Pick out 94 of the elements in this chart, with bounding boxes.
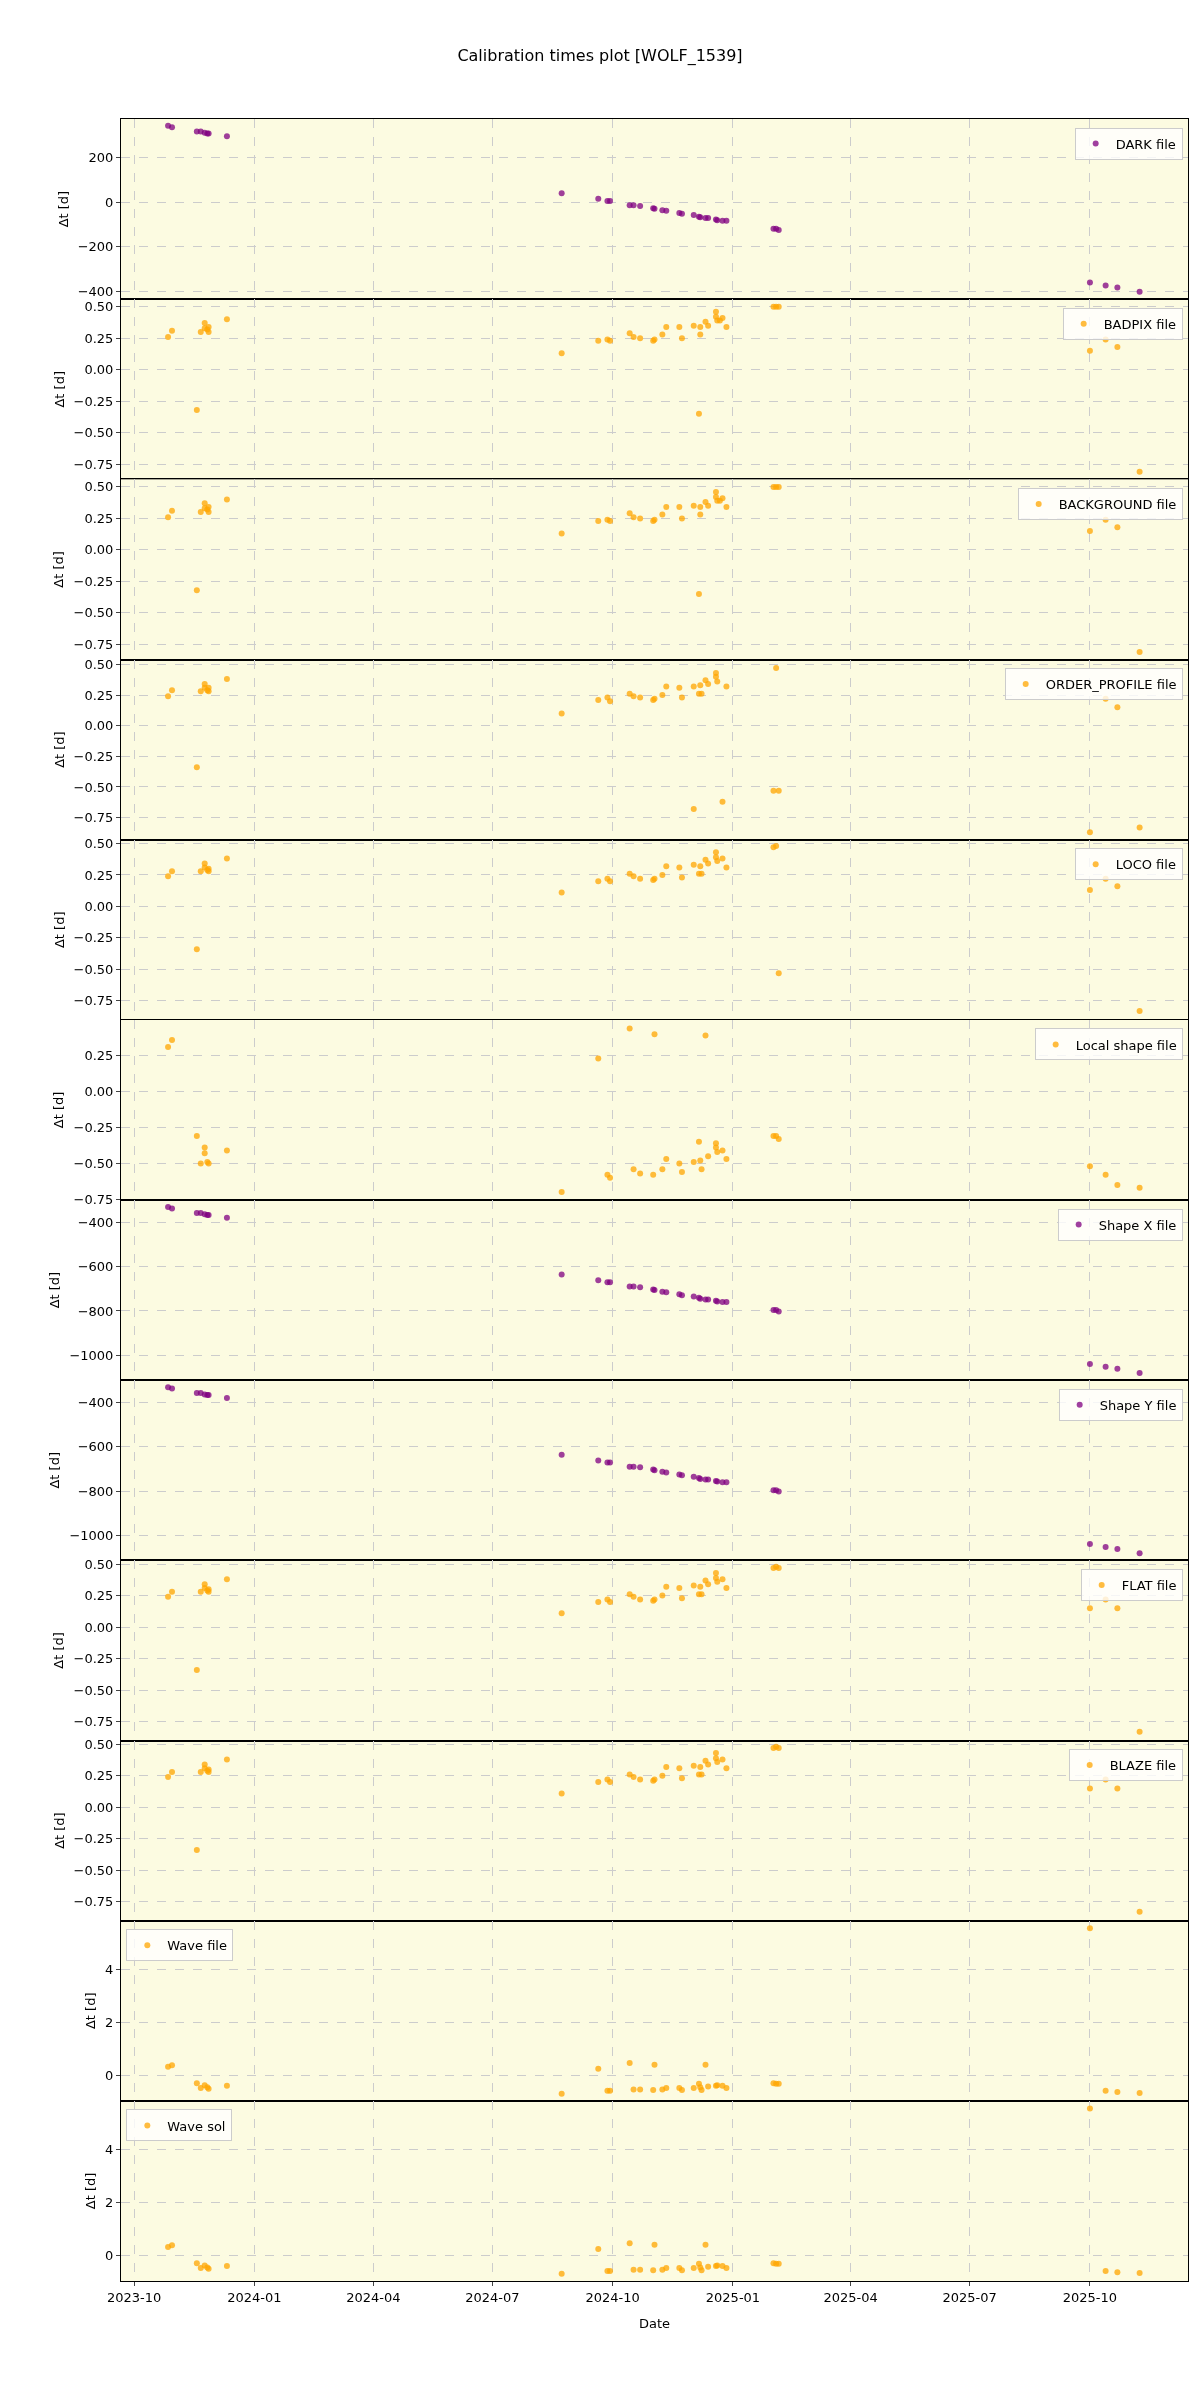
x-tick-label: 2025-10 <box>1062 2289 1118 2305</box>
legend-label: LOCO file <box>1115 857 1176 873</box>
y-tick-label: 0.00 <box>84 899 114 914</box>
y-tick-label: −800 <box>77 1303 114 1319</box>
y-tick-label: −1000 <box>69 1348 114 1364</box>
y-tick-label: 0.25 <box>84 1048 114 1064</box>
y-tick-label: 2 <box>105 2014 114 2030</box>
y-tick-label: 0 <box>105 2247 114 2263</box>
y-tick-label: −0.75 <box>73 1714 114 1730</box>
y-tick-label: 0.25 <box>84 330 114 346</box>
y-tick-label: −600 <box>77 1259 114 1275</box>
y-axis-title: Δt [d] <box>51 1632 67 1669</box>
y-tick-label: −0.75 <box>73 1191 114 1207</box>
x-tick-label: 2024-04 <box>346 2289 401 2305</box>
y-tick-label: 0.00 <box>84 1799 114 1815</box>
y-axis-title: Δt [d] <box>47 1271 63 1309</box>
legend-label: ORDER_PROFILE file <box>1045 677 1177 693</box>
y-tick-label: 0.25 <box>84 1588 114 1604</box>
legend-label: DARK file <box>1115 136 1176 152</box>
y-tick-label: −0.75 <box>73 636 114 652</box>
y-axis-title: Δt [d] <box>51 370 67 408</box>
y-tick-label: −0.75 <box>73 810 114 826</box>
y-tick-label: −0.50 <box>73 1862 114 1878</box>
y-tick-label: −0.75 <box>73 456 114 472</box>
y-tick-label: −0.75 <box>73 1894 114 1910</box>
legend-label: Wave sol <box>167 2118 226 2134</box>
x-tick-label: 2024-10 <box>585 2289 640 2305</box>
y-tick-label: 2 <box>105 2195 114 2211</box>
y-tick-label: −0.50 <box>73 961 114 977</box>
y-axis-title: Δt [d] <box>51 911 67 949</box>
y-axis-title: Δt [d] <box>51 1091 67 1129</box>
y-tick-label: −0.25 <box>73 1831 114 1847</box>
y-tick-label: 0.00 <box>84 1084 114 1100</box>
y-tick-label: 4 <box>105 1962 114 1978</box>
y-tick-label: 0.00 <box>84 362 114 378</box>
x-tick-label: 2025-07 <box>942 2289 997 2305</box>
y-tick-label: 0.50 <box>84 299 114 315</box>
y-tick-label: −0.25 <box>73 748 114 764</box>
y-tick-label: −200 <box>77 239 114 255</box>
legend-label: BLAZE file <box>1109 1758 1177 1774</box>
y-tick-label: 0.25 <box>84 1768 114 1784</box>
y-tick-label: −0.25 <box>73 1651 114 1667</box>
y-axis-title: Δt [d] <box>83 1992 99 2030</box>
y-tick-label: −400 <box>77 1394 114 1410</box>
y-tick-label: 0 <box>105 2067 114 2083</box>
x-tick-label: 2024-07 <box>465 2289 520 2305</box>
y-tick-label: 0.00 <box>84 1619 114 1635</box>
y-tick-label: 0.50 <box>84 836 114 851</box>
y-axis-title: Δt [d] <box>55 190 71 228</box>
y-tick-label: −1000 <box>69 1528 114 1544</box>
y-tick-label: −400 <box>77 283 114 299</box>
y-tick-label: 0.25 <box>84 687 114 703</box>
y-tick-label: −0.50 <box>73 779 114 795</box>
y-tick-label: 0.50 <box>84 479 114 495</box>
y-tick-label: 0.50 <box>84 656 114 672</box>
y-tick-label: −0.50 <box>73 605 114 621</box>
legend-label: Local shape file <box>1075 1037 1177 1053</box>
y-tick-label: −0.25 <box>73 393 114 409</box>
y-tick-label: −0.25 <box>73 930 114 946</box>
y-axis-title: Δt [d] <box>51 1812 67 1849</box>
legend-label: BADPIX file <box>1103 316 1177 332</box>
y-tick-label: −0.50 <box>73 1682 114 1698</box>
y-tick-label: −400 <box>77 1214 114 1230</box>
legend-label: BACKGROUND file <box>1058 497 1177 512</box>
x-tick-label: 2023-10 <box>106 2289 162 2305</box>
y-tick-label: −0.75 <box>73 993 114 1009</box>
y-tick-label: −0.25 <box>73 573 114 589</box>
legend-label: Shape X file <box>1098 1217 1177 1233</box>
y-tick-label: 0.50 <box>84 1556 114 1572</box>
y-tick-label: −0.25 <box>73 1120 114 1136</box>
y-axis-title: Δt [d] <box>51 551 67 588</box>
y-tick-label: 0.25 <box>84 867 114 883</box>
y-tick-label: −0.50 <box>73 425 114 441</box>
legend-label: FLAT file <box>1121 1578 1177 1593</box>
y-tick-label: 0.00 <box>84 718 114 734</box>
y-tick-label: 0 <box>105 194 114 210</box>
y-tick-label: −0.50 <box>73 1155 114 1171</box>
y-axis-title: Δt [d] <box>51 731 67 768</box>
y-axis-title: Δt [d] <box>83 2172 99 2210</box>
legend-label: Wave file <box>167 1938 227 1954</box>
x-tick-label: 2025-01 <box>705 2289 761 2305</box>
x-tick-label: 2024-01 <box>227 2289 282 2305</box>
y-tick-label: 4 <box>105 2142 114 2158</box>
legend-label: Shape Y file <box>1099 1397 1177 1413</box>
x-axis-title: Date <box>638 2316 671 2332</box>
y-tick-label: −600 <box>77 1439 114 1455</box>
y-axis-title: Δt [d] <box>47 1451 63 1489</box>
y-tick-label: 200 <box>88 150 114 166</box>
chart-title: Calibration times plot [WOLF_1539] <box>457 45 743 66</box>
y-tick-label: 0.25 <box>84 510 114 526</box>
y-tick-label: −800 <box>77 1483 114 1499</box>
y-tick-label: 0.50 <box>84 1736 114 1752</box>
y-tick-label: 0.00 <box>84 542 114 558</box>
x-tick-label: 2025-04 <box>823 2289 878 2305</box>
